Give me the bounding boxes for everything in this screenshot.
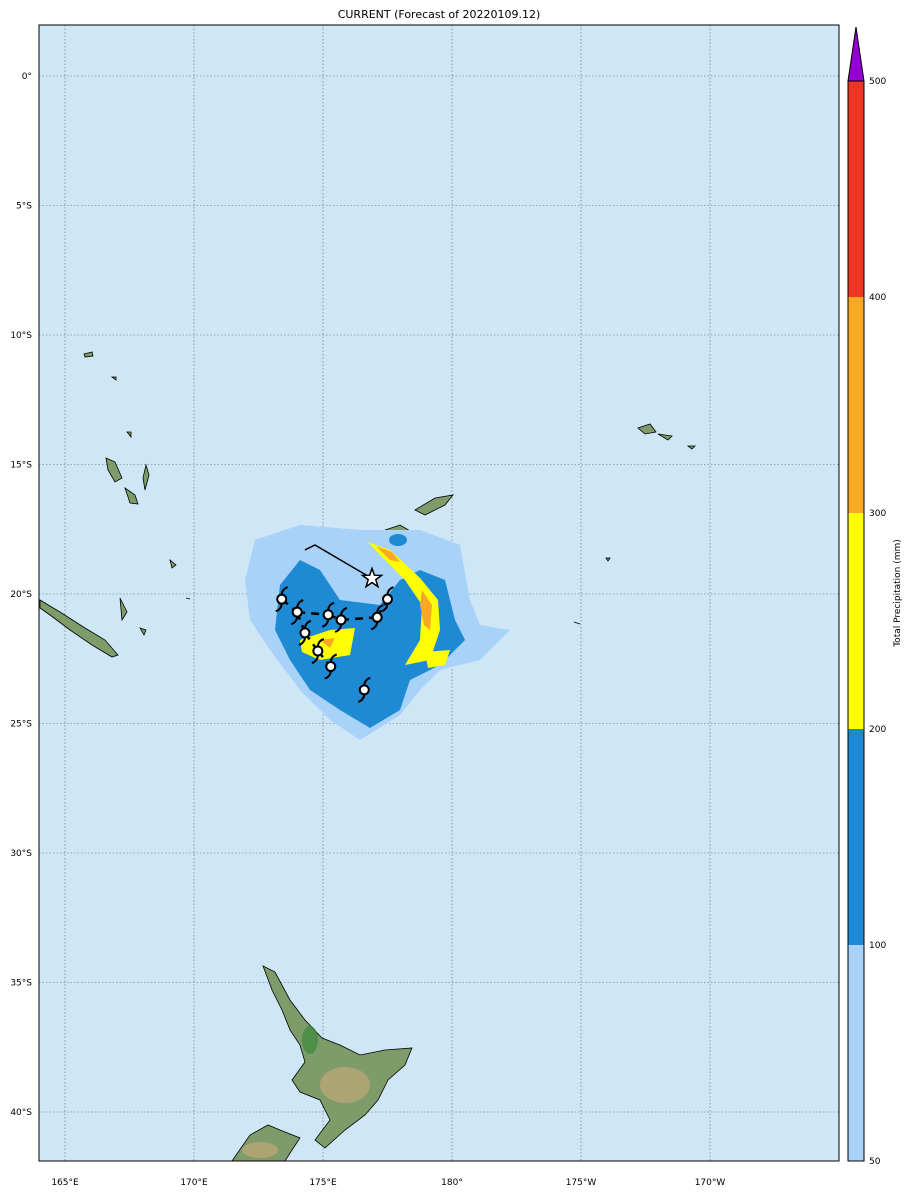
lat-label: 5°S — [16, 202, 32, 212]
cyclone-symbol-icon — [298, 619, 312, 646]
colorbar-tick-label: 200 — [869, 725, 886, 735]
lon-label: 175°W — [566, 1178, 597, 1188]
lat-label: 40°S — [10, 1108, 32, 1118]
colorbar-extend-triangle — [847, 26, 865, 82]
colorbar-tick-label: 500 — [869, 77, 886, 87]
lat-label: 0° — [22, 72, 32, 82]
lat-label: 25°S — [10, 720, 32, 730]
samoa — [637, 423, 673, 441]
lat-label: 30°S — [10, 849, 32, 859]
precip-200-300 — [300, 542, 450, 668]
precip-100-200 — [275, 560, 465, 728]
colorbar: 50 100 200 300 400 500 — [847, 26, 886, 1167]
lon-label: 180° — [441, 1178, 463, 1188]
cyclone-symbol-icon — [324, 653, 338, 680]
storm-track — [275, 544, 394, 703]
lat-label: 20°S — [10, 590, 32, 600]
lat-label: 35°S — [10, 979, 32, 989]
colorbar-segment — [848, 729, 864, 945]
colorbar-segment — [848, 81, 864, 297]
lat-label: 10°S — [10, 331, 32, 341]
current-position-star-icon — [360, 566, 384, 589]
cyclone-symbol-icon — [290, 599, 304, 626]
cyclone-symbol-icon — [381, 586, 394, 613]
observed-track-line — [304, 544, 373, 580]
nz-terrain-highlights — [242, 1026, 370, 1158]
cyclone-symbol-icon — [334, 606, 348, 633]
colorbar-segment — [848, 513, 864, 729]
new-zealand-north-island — [262, 965, 413, 1149]
axis-labels: 165°E 170°E 175°E 180° 175°W 170°W 0° 5°S 10°S 15… — [10, 72, 725, 1188]
fiji-rain — [389, 534, 407, 546]
colorbar-tick-label: 400 — [869, 293, 886, 303]
colorbar-tick-label: 100 — [869, 941, 886, 951]
lon-label: 165°E — [51, 1178, 79, 1188]
small-islands — [83, 351, 696, 636]
cyclone-symbol-icon — [321, 601, 335, 628]
fiji-vanua-levu — [414, 494, 454, 516]
lon-label: 175°E — [309, 1178, 337, 1188]
colorbar-segment — [848, 297, 864, 513]
cyclone-symbol-icon — [311, 638, 325, 664]
gridlines — [39, 25, 839, 1161]
lon-label: 170°E — [180, 1178, 208, 1188]
map-title: CURRENT (Forecast of 20220109.12) — [337, 8, 541, 21]
lat-label: 15°S — [10, 461, 32, 471]
new-caledonia — [39, 599, 119, 658]
cyclone-symbol-icon — [357, 676, 371, 703]
colorbar-frame — [847, 80, 865, 1162]
forecast-track-segment — [340, 616, 378, 622]
colorbar-tick-label: 50 — [869, 1157, 881, 1167]
precipitation-field — [245, 525, 510, 740]
cyclone-symbol-icon — [370, 604, 384, 631]
vanuatu — [105, 457, 150, 505]
colorbar-label: Total Precipitation (mm) — [893, 539, 903, 648]
cyclone-symbol-icon — [275, 586, 289, 613]
colorbar-segment — [848, 945, 864, 1161]
colorbar-tick-label: 300 — [869, 509, 886, 519]
map-frame — [38, 24, 840, 1162]
lon-label: 170°W — [695, 1178, 726, 1188]
